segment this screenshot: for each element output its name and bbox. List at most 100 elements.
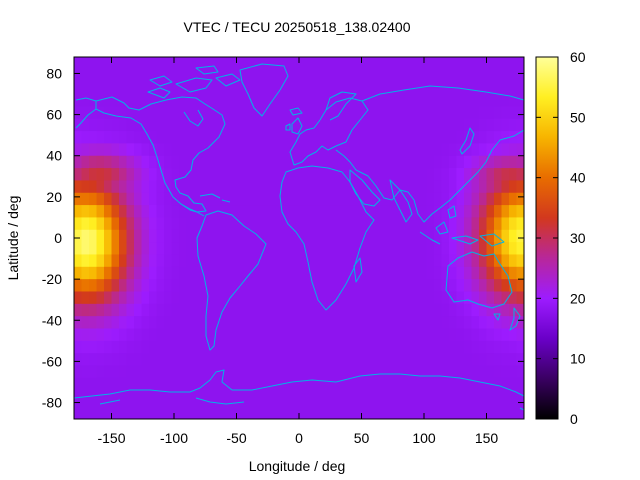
vtec-cell — [164, 303, 173, 317]
vtec-cell — [494, 229, 503, 243]
vtec-cell — [156, 217, 165, 231]
vtec-cell — [404, 414, 413, 419]
vtec-cell — [494, 217, 503, 231]
vtec-cell — [141, 402, 150, 416]
vtec-cell — [396, 168, 405, 182]
vtec-cell — [344, 291, 353, 305]
vtec-cell — [494, 279, 503, 293]
vtec-cell — [111, 328, 120, 342]
vtec-cell — [134, 229, 143, 243]
vtec-cell — [426, 377, 435, 391]
vtec-cell — [254, 118, 263, 132]
vtec-cell — [374, 131, 383, 144]
vtec-cell — [186, 143, 195, 157]
vtec-cell — [291, 316, 300, 330]
vtec-cell — [441, 131, 450, 144]
vtec-cell — [299, 414, 308, 419]
vtec-cell — [239, 242, 248, 256]
vtec-cell — [359, 390, 368, 404]
vtec-cell — [119, 217, 128, 231]
vtec-cell — [374, 266, 383, 280]
vtec-cell — [336, 303, 345, 317]
vtec-cell — [261, 143, 270, 157]
vtec-cell — [231, 266, 240, 280]
vtec-cell — [119, 316, 128, 330]
vtec-cell — [141, 242, 150, 256]
vtec-cell — [509, 365, 518, 379]
vtec-cell — [89, 205, 98, 219]
vtec-cell — [194, 291, 203, 305]
vtec-cell — [284, 402, 293, 416]
vtec-cell — [201, 94, 210, 107]
vtec-cell — [96, 402, 105, 416]
vtec-cell — [149, 340, 158, 354]
vtec-cell — [291, 94, 300, 107]
vtec-cell — [449, 390, 458, 404]
vtec-cell — [246, 81, 255, 95]
vtec-cell — [366, 205, 375, 219]
vtec-cell — [434, 266, 443, 280]
vtec-cell — [111, 316, 120, 330]
vtec-cell — [359, 279, 368, 293]
vtec-cell — [284, 414, 293, 419]
vtec-cell — [284, 254, 293, 268]
vtec-cell — [389, 57, 398, 70]
vtec-cell — [89, 242, 98, 256]
vtec-cell — [449, 377, 458, 391]
vtec-cell — [216, 316, 225, 330]
coastline-asia — [335, 85, 524, 223]
vtec-cell — [404, 131, 413, 144]
vtec-cell — [509, 254, 518, 268]
vtec-cell — [126, 414, 135, 419]
vtec-cell — [434, 242, 443, 256]
vtec-cell — [314, 118, 323, 132]
vtec-cell — [284, 377, 293, 391]
vtec-cell — [179, 217, 188, 231]
vtec-cell — [396, 131, 405, 144]
vtec-cell — [119, 168, 128, 182]
vtec-cell — [74, 266, 83, 280]
vtec-cell — [186, 118, 195, 132]
vtec-cell — [486, 266, 495, 280]
vtec-cell — [126, 168, 135, 182]
vtec-cell — [501, 106, 510, 120]
vtec-cell — [186, 390, 195, 404]
vtec-cell — [81, 94, 90, 107]
vtec-cell — [471, 254, 480, 268]
vtec-cell — [96, 316, 105, 330]
vtec-cell — [81, 365, 90, 379]
vtec-cell — [509, 143, 518, 157]
vtec-cell — [134, 131, 143, 144]
vtec-cell — [261, 328, 270, 342]
vtec-cell — [171, 414, 180, 419]
vtec-cell — [441, 168, 450, 182]
vtec-cell — [104, 131, 113, 144]
vtec-cell — [164, 155, 173, 169]
vtec-cell — [299, 118, 308, 132]
vtec-cell — [134, 106, 143, 120]
vtec-cell — [209, 328, 218, 342]
vtec-cell — [194, 94, 203, 107]
vtec-cell — [284, 328, 293, 342]
vtec-cell — [419, 69, 428, 83]
vtec-cell — [494, 106, 503, 120]
vtec-cell — [509, 81, 518, 95]
vtec-cell — [164, 328, 173, 342]
vtec-cell — [231, 254, 240, 268]
vtec-cell — [314, 180, 323, 194]
vtec-cell — [231, 131, 240, 144]
vtec-cell — [126, 303, 135, 317]
vtec-cell — [246, 402, 255, 416]
vtec-cell — [426, 303, 435, 317]
vtec-cell — [186, 57, 195, 70]
vtec-cell — [156, 414, 165, 419]
vtec-cell — [486, 155, 495, 169]
vtec-cell — [441, 57, 450, 70]
vtec-cell — [224, 242, 233, 256]
vtec-cell — [314, 192, 323, 206]
vtec-cell — [261, 81, 270, 95]
vtec-cell — [246, 414, 255, 419]
vtec-cell — [486, 303, 495, 317]
vtec-cell — [104, 279, 113, 293]
vtec-cell — [456, 390, 465, 404]
